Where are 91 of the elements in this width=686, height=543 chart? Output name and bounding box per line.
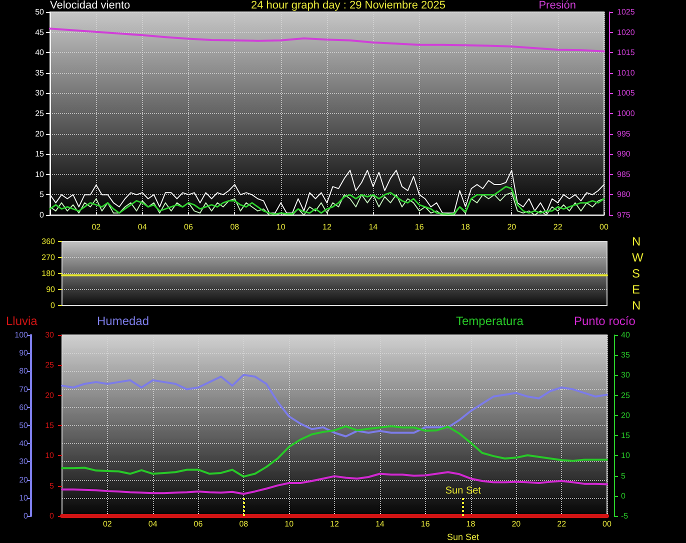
x-tick-label: 14: [375, 520, 385, 528]
y-tick-label: 20: [35, 129, 45, 138]
y-tick-label: 30: [35, 88, 45, 98]
x-tick-label: 06: [184, 222, 194, 232]
x-tick-label: 04: [138, 222, 148, 232]
y-tick-label: 90: [46, 285, 56, 294]
x-tick-label: 06: [194, 520, 204, 528]
text: Humedad: [97, 314, 150, 328]
y-axis-title: Velocidad viento: [50, 0, 130, 12]
x-tick-label: 18: [461, 222, 470, 232]
y2-tick-label: 995: [617, 129, 631, 138]
y-tick-label: 50: [19, 421, 29, 430]
y3-tick-label: 15: [621, 431, 630, 440]
y-tick-label: 45: [35, 28, 45, 37]
y3-tick-label: 35: [621, 350, 630, 360]
y3-tick-label: 30: [621, 370, 630, 380]
y3-tick-label: 10: [621, 451, 630, 460]
y-tick-label: 5: [40, 190, 45, 200]
text: Temperatura: [456, 314, 524, 328]
y3-tick-label: 40: [621, 330, 630, 340]
y-tick-label: 50: [35, 8, 45, 16]
y-tick-label: 10: [35, 170, 45, 179]
x-tick-label: 20: [512, 520, 522, 528]
x-tick-label: 02: [102, 520, 112, 528]
x-tick-label: 12: [330, 520, 340, 528]
chart-title: 24 hour graph day : 29 Noviembre 2025: [251, 0, 446, 12]
y-tick-label: 40: [35, 48, 45, 58]
y2-tick-label: 980: [617, 190, 631, 200]
y3-tick-label: 20: [621, 410, 630, 420]
category-label: N: [632, 234, 641, 248]
x-tick-label: 22: [553, 222, 563, 232]
x-tick-label: 00: [600, 222, 609, 232]
y-tick-label: 25: [35, 109, 45, 118]
y-tick-label: 15: [35, 150, 45, 159]
line-series: [49, 186, 605, 215]
x-tick-label: 10: [284, 520, 294, 528]
y-tick-label: 10: [19, 493, 29, 502]
line-series: [61, 374, 608, 438]
x-tick-label: 10: [276, 222, 286, 232]
y3-tick-label: -5: [621, 512, 629, 520]
ref-line-label: Sun Set: [445, 485, 482, 496]
y-tick-label: 20: [19, 475, 29, 484]
y-tick-label: 90: [19, 348, 29, 358]
x-tick-label: 14: [368, 222, 378, 232]
category-label: W: [632, 250, 644, 264]
x-tick-label: 16: [414, 222, 424, 232]
y2-tick-label: 975: [617, 210, 631, 220]
text: Lluvia: [6, 314, 38, 328]
y2-tick-label: 1010: [617, 68, 636, 78]
y-tick-label: 40: [19, 439, 29, 448]
x-tick-label: 00: [602, 520, 612, 528]
category-label: E: [632, 282, 640, 296]
y3-tick-label: 0: [621, 491, 626, 500]
y3-tick-label: 25: [621, 390, 630, 400]
x-tick-label: 18: [466, 520, 476, 528]
line-series: [49, 28, 605, 52]
x-tick-label: 22: [557, 520, 567, 528]
y-tick-label: 180: [42, 269, 56, 278]
line-series: [50, 192, 604, 216]
category-label: S: [632, 266, 640, 280]
y-tick-label: 60: [19, 402, 29, 412]
y3-tick-label: 5: [621, 471, 626, 480]
y-tick-label: 30: [19, 457, 29, 466]
y-tick-label: 0: [40, 210, 45, 220]
y-tick-label: 0: [50, 301, 56, 310]
y-tick-label: 360: [42, 237, 56, 246]
x-tick-label: 12: [322, 222, 332, 232]
y-tick-label: 35: [35, 68, 45, 78]
y-tick-label: 270: [42, 253, 56, 262]
y-tick-label: 80: [19, 366, 29, 376]
y2-tick-label: 1025: [617, 8, 636, 16]
text: Sun Set: [446, 532, 480, 542]
y2-tick-label: 1000: [617, 109, 636, 118]
y2-tick-label: 1020: [617, 28, 636, 37]
line-series: [61, 425, 608, 478]
x-tick-label: 08: [239, 520, 249, 528]
x-tick-label: 08: [230, 222, 240, 232]
x-tick-label: 02: [92, 222, 102, 232]
x-tick-label: 20: [507, 222, 517, 232]
y2-tick-label: 1005: [617, 88, 636, 98]
y2-axis-title: Presión: [538, 0, 576, 12]
category-label: N: [632, 298, 641, 312]
y2-tick-label: 990: [617, 150, 631, 159]
line-series: [61, 471, 608, 495]
y-tick-label: 70: [19, 384, 29, 394]
x-tick-label: 16: [420, 520, 430, 528]
y2-tick-label: 985: [617, 170, 631, 179]
x-tick-label: 04: [148, 520, 158, 528]
y-tick-label: 100: [14, 330, 29, 340]
text: Punto rocío: [574, 314, 636, 328]
y2-tick-label: 1015: [617, 48, 636, 58]
